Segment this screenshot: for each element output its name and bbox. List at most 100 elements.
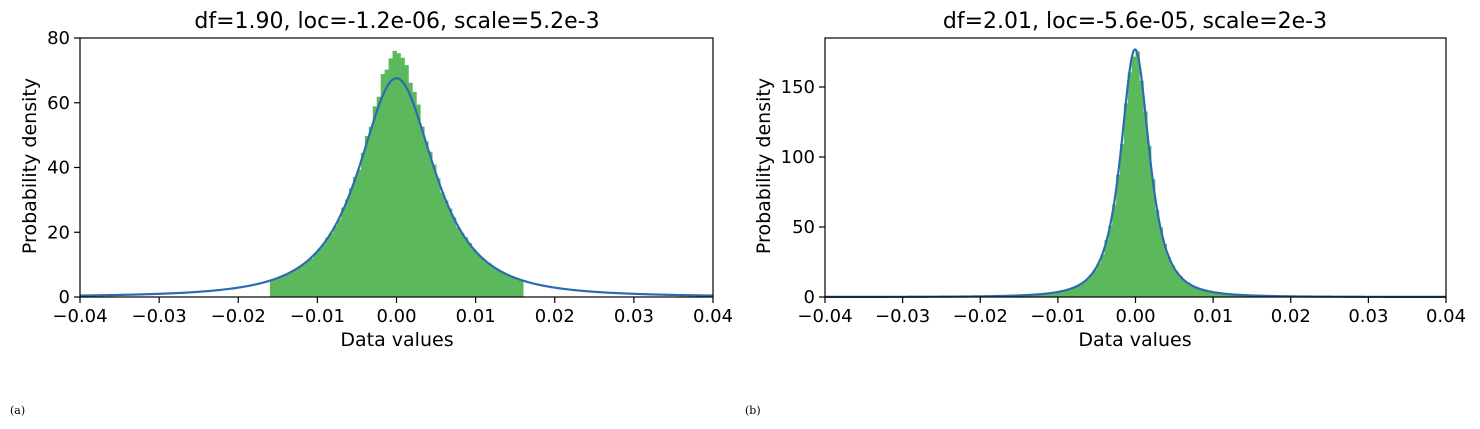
histogram-bar <box>1061 290 1067 297</box>
histogram-bar <box>269 280 275 297</box>
histogram-bar <box>349 188 354 297</box>
histogram-bar <box>412 91 417 297</box>
histogram-bar <box>1154 209 1160 297</box>
chart-panel-a: df=1.90, loc=-1.2e-06, scale=5.2e-3 −0.0… <box>19 9 733 351</box>
histogram-bar <box>1104 240 1109 297</box>
histogram-bar <box>1030 294 1035 297</box>
histogram-bar <box>1220 293 1226 297</box>
histogram-bar <box>479 257 484 297</box>
x-tick-label: −0.04 <box>52 306 107 327</box>
histogram-bar <box>1232 294 1237 297</box>
histogram-bar <box>1217 292 1222 297</box>
histogram-bar <box>317 248 322 297</box>
histogram-bar <box>273 278 279 297</box>
histogram-bar <box>384 69 389 297</box>
x-tick-label: 0.02 <box>1271 306 1311 327</box>
histogram-bar <box>432 164 437 297</box>
histogram-bar <box>333 226 338 297</box>
histogram-bar <box>507 275 512 297</box>
histogram-bar <box>1147 145 1152 297</box>
histogram-bar <box>487 263 492 297</box>
histogram-bar <box>321 244 326 297</box>
histogram-bar <box>404 65 409 297</box>
y-axis-ticks: 0 20 40 60 80 <box>47 28 80 308</box>
histogram-bar <box>376 96 382 298</box>
histogram-bar <box>471 249 477 297</box>
histogram-bar <box>1057 291 1063 297</box>
histogram-bar <box>1065 289 1070 297</box>
histogram-bar <box>285 273 291 297</box>
x-tick-label: 0.04 <box>1426 306 1466 327</box>
histogram-bar <box>1088 274 1094 297</box>
histogram-bar <box>301 263 306 297</box>
histogram-bar <box>475 253 480 297</box>
histogram-bar <box>451 217 457 297</box>
panel-label-b: (b) <box>745 404 761 417</box>
x-tick-label: −0.01 <box>1030 306 1085 327</box>
histogram-bar <box>356 169 362 297</box>
y-tick-label: 150 <box>781 77 815 98</box>
y-tick-label: 100 <box>781 147 815 168</box>
histogram-bar <box>1185 282 1191 297</box>
histogram-bar <box>1135 51 1140 297</box>
y-tick-label: 40 <box>47 158 70 179</box>
histogram-bar <box>1053 292 1059 297</box>
histogram-bar <box>372 106 378 297</box>
histogram-bar <box>345 199 350 297</box>
y-tick-label: 20 <box>47 222 70 243</box>
histogram-bar <box>1193 287 1198 297</box>
x-tick-label: −0.02 <box>211 306 266 327</box>
histogram-bar <box>1131 56 1136 297</box>
y-tick-label: 50 <box>792 217 815 238</box>
histogram-bar <box>1224 293 1230 297</box>
histogram-bars <box>269 50 524 298</box>
histogram-bar <box>1081 282 1086 297</box>
y-axis-ticks: 0 50 100 150 <box>781 77 825 308</box>
histogram-bar <box>459 232 465 297</box>
histogram-bar <box>1096 263 1101 297</box>
histogram-bar <box>289 271 295 297</box>
y-tick-label: 0 <box>804 287 815 308</box>
histogram-bar <box>1085 279 1090 297</box>
x-axis-label: Data values <box>1078 329 1191 351</box>
histogram-bar <box>420 126 425 297</box>
histogram-bar <box>1038 294 1043 297</box>
x-tick-label: 0.02 <box>535 306 575 327</box>
y-tick-label: 80 <box>47 28 70 49</box>
histogram-bar <box>491 267 496 297</box>
histogram-bar <box>368 126 374 297</box>
histogram-bar <box>436 178 441 297</box>
histogram-bar <box>352 177 358 297</box>
histogram-bar <box>293 268 298 297</box>
histogram-bar <box>1042 293 1047 297</box>
histogram-bar <box>364 136 370 297</box>
histogram-bar <box>1209 291 1214 297</box>
histogram-bar <box>313 253 318 297</box>
histogram-bar <box>499 271 504 297</box>
histogram-bar <box>1123 103 1129 298</box>
histogram-bars <box>1011 51 1261 298</box>
histogram-bar <box>1092 270 1098 297</box>
x-tick-label: −0.02 <box>953 306 1008 327</box>
x-tick-label: 0.03 <box>614 306 654 327</box>
histogram-bar <box>277 277 283 297</box>
y-axis-label: Probability density <box>19 78 41 254</box>
histogram-bar <box>1205 291 1210 297</box>
histogram-bar <box>1174 271 1179 297</box>
x-axis-ticks: −0.04 −0.03 −0.02 −0.01 0.00 0.01 0.02 0.03 0.04 <box>52 297 733 327</box>
histogram-bar <box>515 278 520 297</box>
histogram-bar <box>408 82 413 297</box>
x-tick-label: 0.00 <box>1115 306 1155 327</box>
histogram-bar <box>519 279 524 297</box>
histogram-bar <box>424 141 429 297</box>
histogram-bar <box>388 58 393 298</box>
histogram-bar <box>467 243 473 297</box>
histogram-bar <box>440 192 445 297</box>
y-axis-label: Probability density <box>753 78 775 254</box>
x-tick-label: 0.01 <box>1193 306 1233 327</box>
histogram-bar <box>337 219 342 297</box>
histogram-bar <box>447 208 453 297</box>
histogram-bar <box>1108 225 1113 297</box>
histogram-bar <box>1050 292 1055 297</box>
